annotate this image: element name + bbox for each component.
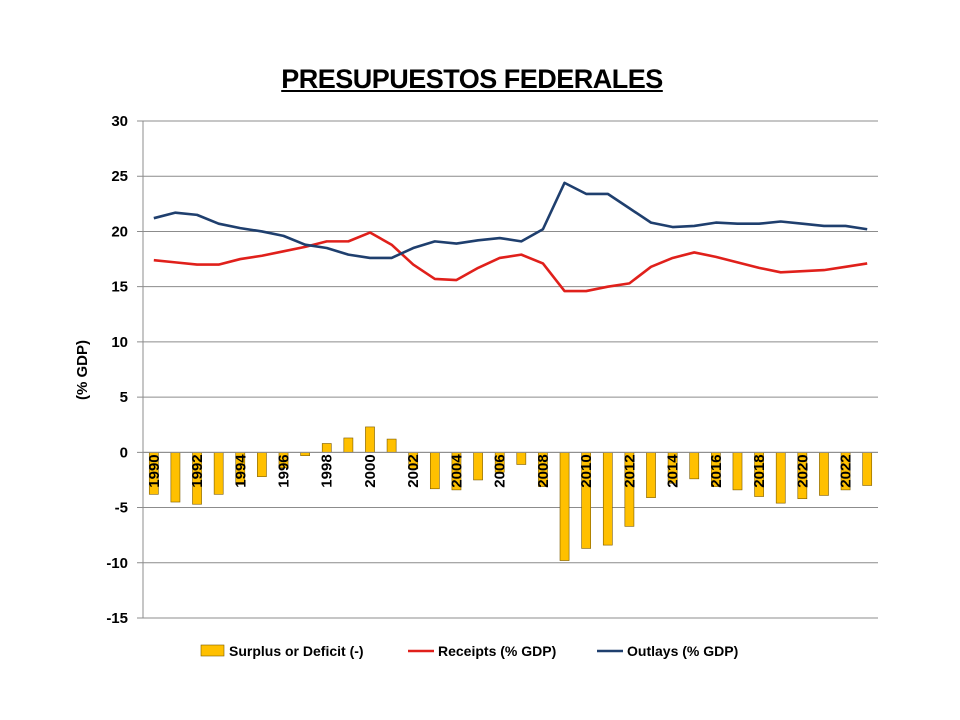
y-axis-label: (% GDP) <box>74 340 91 400</box>
bar-surplus-deficit <box>321 443 332 453</box>
x-tick-labels: 1990 1992 1994 1996 1998 2000 2002 2004 2006 2008… <box>146 454 855 488</box>
y-tick-label: 10 <box>111 334 128 351</box>
series-line-receipts-gdp <box>153 231 868 293</box>
y-tick-label: -15 <box>106 610 128 627</box>
x-tick-label: 2010 <box>578 454 595 487</box>
bar-series <box>148 426 873 561</box>
x-tick-label: 1996 <box>276 454 293 487</box>
x-tick-label: 2004 <box>448 454 465 488</box>
series-line-outlays-gdp <box>153 181 868 260</box>
bar-surplus-deficit <box>775 452 786 504</box>
bar-surplus-deficit <box>732 452 743 491</box>
x-tick-label: 1990 <box>146 454 163 487</box>
y-tick-label: 0 <box>120 444 128 461</box>
bar-surplus-deficit <box>602 452 613 546</box>
y-tick-label: 30 <box>111 113 128 130</box>
bar-surplus-deficit <box>429 452 440 490</box>
x-tick-label: 2022 <box>838 454 855 487</box>
x-tick-label: 2000 <box>362 454 379 487</box>
x-tick-label: 1994 <box>232 454 249 488</box>
bar-surplus-deficit <box>862 452 873 486</box>
bar-surplus-deficit <box>343 437 354 453</box>
y-tick-label: -10 <box>106 555 128 572</box>
chart-title: PRESUPUESTOS FEDERALES <box>281 64 663 94</box>
bar-surplus-deficit <box>689 452 700 480</box>
x-tick-label: 1998 <box>319 454 336 487</box>
bar-surplus-deficit <box>365 426 375 453</box>
bar-surplus-deficit <box>516 452 527 465</box>
axes <box>142 121 878 618</box>
x-tick-label: 2014 <box>665 454 682 488</box>
line-series <box>153 181 868 293</box>
legend-label: Receipts (% GDP) <box>438 643 556 659</box>
x-tick-label: 2008 <box>535 454 552 487</box>
legend: Surplus or Deficit (-) Receipts (% GDP) Ou… <box>200 643 738 659</box>
bar-surplus-deficit <box>819 452 829 496</box>
y-tick-label: 5 <box>120 389 128 406</box>
y-tick-label: 20 <box>111 223 128 240</box>
y-tick-label: -5 <box>115 500 128 517</box>
legend-swatch-bar <box>200 644 225 657</box>
x-tick-label: 2002 <box>405 454 422 487</box>
x-tick-label: 2020 <box>794 454 811 487</box>
legend-label: Outlays (% GDP) <box>627 643 738 659</box>
bar-surplus-deficit <box>170 452 181 503</box>
x-tick-label: 2012 <box>621 454 638 487</box>
y-tick-label: 25 <box>111 168 128 185</box>
x-tick-label: 2006 <box>492 454 509 487</box>
bar-surplus-deficit <box>559 452 570 561</box>
bar-surplus-deficit <box>473 452 483 481</box>
bar-surplus-deficit <box>257 452 267 477</box>
bar-surplus-deficit <box>213 452 224 495</box>
legend-label: Surplus or Deficit (-) <box>229 643 364 659</box>
x-tick-label: 2018 <box>751 454 768 487</box>
x-tick-label: 1992 <box>189 454 206 487</box>
y-tick-labels: 30 25 20 15 10 5 0 -5 -10 -15 <box>106 113 128 627</box>
y-tick-label: 15 <box>111 279 128 296</box>
x-tick-label: 2016 <box>708 454 725 487</box>
gridlines <box>137 120 878 619</box>
bar-surplus-deficit <box>646 452 656 498</box>
bar-surplus-deficit <box>386 438 397 453</box>
